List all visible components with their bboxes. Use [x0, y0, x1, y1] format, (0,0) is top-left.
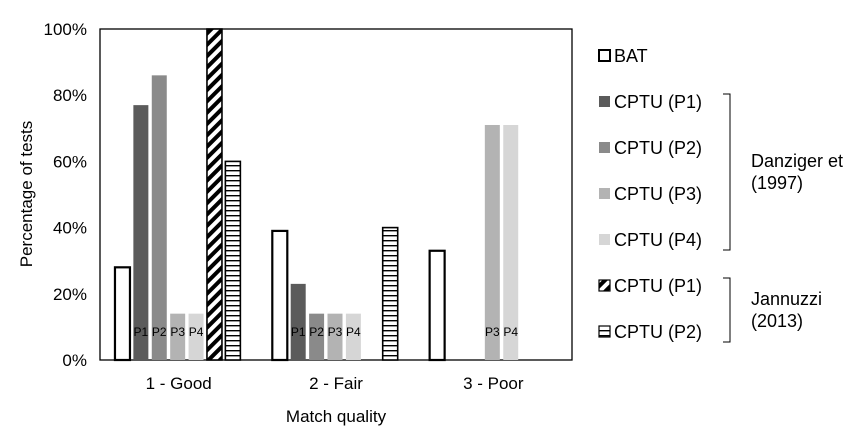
bar-cptu-p4-s4-3-poor: [503, 124, 519, 361]
legend-label: CPTU (P2): [614, 322, 702, 342]
y-tick-label: 60%: [53, 152, 87, 171]
bar-cptu-p4-s4-2-fair: [345, 313, 361, 360]
bar-cptu-p2-s6-1-good: [224, 160, 242, 361]
bar-label: P3: [485, 325, 500, 339]
bar-cptu-p3-s3-1-good: [170, 313, 186, 360]
bar-cptu-p2-s2-1-good: [151, 75, 167, 360]
legend-swatch: [599, 96, 610, 107]
bar-bat-s0-3-poor: [428, 249, 446, 362]
legend-swatch: [599, 142, 610, 153]
legend-label: CPTU (P4): [614, 230, 702, 250]
bar-cptu-p2-s2-2-fair: [309, 313, 325, 360]
bar-label: P4: [189, 325, 204, 339]
legend-group-label: Jannuzzi (2013): [751, 289, 822, 331]
bar-bat-s0-2-fair: [271, 229, 289, 362]
legend: BAT CPTU (P1) CPTU (P2) CPTU (P3) CPTU (P4) C…: [598, 46, 702, 342]
x-tick-label: 1 - Good: [146, 374, 212, 393]
bar-cptu-p3-s3-3-poor: [484, 124, 500, 361]
legend-group-bracket: [723, 93, 731, 251]
y-tick-label: 80%: [53, 86, 87, 105]
legend-swatch: [598, 49, 611, 62]
bar-label: P2: [309, 325, 324, 339]
legend-group-label: Danziger et al.(1997): [751, 151, 846, 193]
bar-labels-layer: P1 P2 P3 P4 P1 P2 P3 P4 P3 P4: [134, 325, 519, 339]
bar-label: P3: [328, 325, 343, 339]
bar-label: P4: [346, 325, 361, 339]
bar-label: P1: [134, 325, 149, 339]
legend-label: CPTU (P1): [614, 92, 702, 112]
x-tick-label: 2 - Fair: [309, 374, 363, 393]
plot-frame: [99, 28, 573, 361]
legend-groups: Danziger et al.(1997) Jannuzzi(2013): [723, 93, 846, 343]
legend-label: CPTU (P3): [614, 184, 702, 204]
x-axis-title: Match quality: [286, 407, 387, 426]
y-axis-title: Percentage of tests: [17, 121, 36, 267]
bar-cptu-p1-s5-1-good: [206, 28, 223, 361]
bar-label: P1: [291, 325, 306, 339]
bar-label: P4: [503, 325, 518, 339]
y-tick-label: 20%: [53, 285, 87, 304]
legend-label: BAT: [614, 46, 648, 66]
legend-group-bracket: [723, 277, 731, 343]
x-axis-ticks: 1 - Good 2 - Fair 3 - Poor: [146, 374, 524, 393]
y-tick-label: 40%: [53, 219, 87, 238]
bar-cptu-p1-s1-2-fair: [290, 283, 306, 360]
bar-bat-s0-1-good: [113, 266, 132, 362]
legend-swatch: [598, 279, 611, 292]
legend-swatch: [599, 188, 610, 199]
bar-cptu-p3-s3-2-fair: [327, 313, 343, 360]
y-axis-ticks: 0% 20% 40% 60% 80% 100%: [44, 20, 87, 370]
legend-swatch: [598, 325, 611, 338]
bar-label: P3: [170, 325, 185, 339]
legend-swatch: [599, 234, 610, 245]
x-tick-label: 3 - Poor: [463, 374, 524, 393]
bars-layer: [113, 28, 519, 362]
bar-cptu-p1-s1-1-good: [133, 105, 149, 360]
legend-label: CPTU (P2): [614, 138, 702, 158]
y-tick-label: 0%: [62, 351, 87, 370]
y-tick-label: 100%: [44, 20, 87, 39]
bar-label: P2: [152, 325, 167, 339]
legend-label: CPTU (P1): [614, 276, 702, 296]
bar-cptu-p2-s6-2-fair: [381, 226, 399, 361]
bar-cptu-p4-s4-1-good: [188, 313, 204, 360]
plot-area: P1 P2 P3 P4 P1 P2 P3 P4 P3 P4: [99, 28, 573, 362]
